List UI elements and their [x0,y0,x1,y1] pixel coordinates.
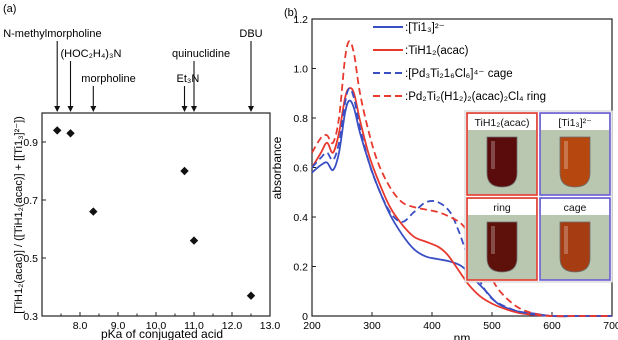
b-x-tick-label: 700 [603,320,618,332]
inset-photo-label: cage [564,202,587,214]
panel-a-y-ticks: 0.3 0.5 0.7 0.9 [23,137,46,323]
b-y-tick-label: 0.2 [293,262,308,274]
data-point [246,291,256,300]
vial-highlight [564,141,568,169]
a-x-tick-label: 13.0 [260,320,281,332]
a-x-tick-label: 9.0 [111,320,126,332]
legend-item-tih12acac: :TiH1₂(acac) [373,45,469,57]
data-point [53,126,62,135]
legend-item-cage: :[Pd₃Ti₂1₆Cl₆]⁴⁻ cage [373,68,513,80]
panel-a-x-ticks: 8.0 9.0 10.0 11.0 12.0 13.0 [60,312,281,332]
vial-highlight [491,226,495,254]
a-x-tick-label: 8.0 [73,320,88,332]
data-point [189,236,199,245]
b-y-tick-label: 1.2 [293,14,308,26]
annotation-label: quinuclidine [172,48,230,60]
vial-liquid [486,221,518,273]
data-point [66,129,75,138]
a-y-tick-label: 0.7 [23,195,38,207]
legend-item-ti13: :[Ti1₃]²⁻ [373,22,445,34]
annotation-label: morpholine [81,73,135,85]
annotation-label: Et₃N [177,73,200,85]
inset-photo-label: ring [493,202,511,214]
panel-b-legend: :[Ti1₃]²⁻ :TiH1₂(acac) :[Pd₃Ti₂1₆Cl₆]⁴⁻ … [373,22,546,103]
annotation-label: N-methylmorpholine [3,28,101,40]
vial-liquid [486,136,518,188]
a-y-tick-label: 0.5 [23,253,38,265]
panel-b-x-ticks: 200 300 400 500 600 700 [303,312,618,332]
a-x-tick-label: 11.0 [184,320,204,332]
vial-highlight [491,141,495,169]
panel-b-ylabel: absorbance [270,136,284,199]
a-y-tick-label: 0.9 [23,137,38,149]
panel-b-y-ticks: 0 0.2 0.4 0.6 0.8 1.0 1.2 [293,14,316,323]
panel-a-ylabel: [TiH1₂(acac)] / ([TiH1₂(acac)] + [[Ti1₃]… [13,116,25,314]
b-x-tick-label: 300 [363,320,381,332]
legend-label-tih12acac: :TiH1₂(acac) [405,45,469,57]
data-point [180,166,189,176]
panel-a-label: (a) [3,3,16,15]
annotation-arrowhead [90,106,97,112]
b-x-tick-label: 400 [423,320,441,332]
annotation-label: DBU [239,28,262,40]
a-x-tick-label: 10.0 [146,320,167,332]
annotation-arrowhead [54,106,61,112]
vial-liquid [559,136,591,188]
annotation-arrowhead [67,106,74,112]
panel-b-xlabel: nm [454,331,471,340]
data-point [89,207,98,216]
b-y-tick-label: 1.0 [293,64,308,76]
panel-b-series [311,40,612,318]
annotation-arrowhead [191,106,197,112]
panel-a-frame [41,112,271,317]
inset-label-band [541,199,609,215]
legend-item-ring: :Pd₂Ti₂(H1₂)₂(acac)₂Cl₄ ring [373,91,546,103]
vial-liquid [559,221,591,273]
legend-label-cage: :[Pd₃Ti₂1₆Cl₆]⁴⁻ cage [405,68,513,80]
b-y-tick-label: 0.4 [293,212,308,224]
inset-photo: ring [466,197,538,281]
vial-highlight [564,226,568,254]
legend-label-ti13: :[Ti1₃]²⁻ [405,22,445,34]
panel-a-points [53,126,256,300]
inset-photo: TiH1₂(acac) [466,112,538,196]
panel-b-inset-photos: TiH1₂(acac) [Ti1₃]²⁻ ring cage [464,110,613,283]
b-y-tick-label: 0.8 [293,113,308,125]
a-x-tick-label: 12.0 [222,320,243,332]
b-x-tick-label: 500 [483,320,501,332]
annotation-label: (HOC₂H₄)₃N [61,48,122,60]
b-y-tick-label: 0 [302,311,308,323]
b-x-tick-label: 600 [543,320,561,332]
inset-label-band [468,114,536,130]
b-x-tick-label: 200 [303,320,321,332]
b-y-tick-label: 0.6 [293,163,308,175]
panel-b: (b) absorbance nm 200 300 400 500 600 700 0 0.… [270,7,618,340]
panel-b-label: (b) [284,7,297,19]
inset-photo-label: [Ti1₃]²⁻ [558,117,592,129]
a-y-tick-label: 0.3 [23,311,38,323]
series-tih12acac-line [311,87,612,318]
panel-a-xlabel: pKa of conjugated acid [101,327,223,340]
annotation-arrowhead [248,106,254,112]
legend-label-ring: :Pd₂Ti₂(H1₂)₂(acac)₂Cl₄ ring [405,91,546,103]
inset-photo-label: TiH1₂(acac) [474,117,529,129]
panel-a-annotations: N-methylmorpholine (HOC₂H₄)₃N morpholine qu… [3,28,263,112]
inset-photo: cage [539,197,611,281]
panel-a: (a) [TiH1₂(acac)] / ([TiH1₂(acac)] + [[T… [3,3,280,340]
annotation-arrowhead [181,106,188,112]
inset-label-band [541,114,609,130]
inset-label-band [468,199,536,215]
inset-photo: [Ti1₃]²⁻ [539,112,611,196]
